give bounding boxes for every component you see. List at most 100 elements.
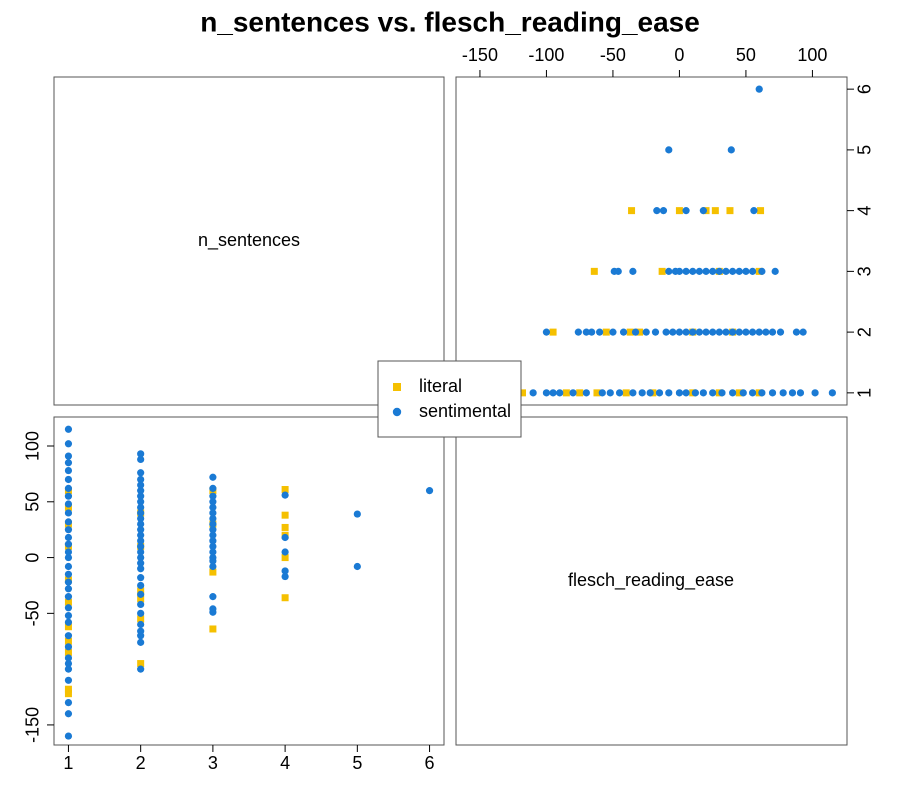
point <box>64 598 72 606</box>
panel <box>53 76 445 406</box>
point <box>699 389 707 397</box>
legend-label: literal <box>419 376 462 396</box>
point <box>64 533 73 542</box>
point <box>699 207 707 215</box>
point <box>582 328 590 336</box>
point <box>695 328 703 336</box>
point <box>137 553 145 562</box>
point <box>596 328 604 336</box>
y-tick-label: 50 <box>23 492 43 512</box>
point <box>614 267 622 275</box>
point <box>281 523 289 531</box>
y-tick-label: 2 <box>855 327 875 337</box>
x-tick-label: 6 <box>425 753 435 773</box>
point <box>628 207 636 215</box>
point <box>576 389 584 397</box>
point <box>64 618 73 626</box>
point <box>137 498 145 506</box>
y-tick-label: 1 <box>855 388 875 398</box>
point <box>64 553 73 562</box>
point <box>137 627 145 635</box>
point <box>64 604 73 612</box>
point <box>209 484 217 493</box>
point <box>137 620 145 629</box>
point <box>669 328 677 336</box>
point <box>64 632 73 640</box>
point <box>529 389 537 397</box>
point <box>64 637 72 645</box>
point <box>64 611 73 620</box>
point <box>209 503 217 511</box>
point <box>722 328 730 336</box>
point <box>64 732 73 740</box>
point <box>281 533 289 542</box>
point <box>137 455 145 463</box>
legend-box <box>377 360 522 438</box>
point <box>606 389 614 397</box>
x-tick-label: 0 <box>674 45 684 65</box>
point <box>729 328 737 336</box>
x-tick-label: 4 <box>280 753 290 773</box>
point <box>609 328 617 336</box>
point <box>137 531 145 539</box>
point <box>209 605 217 613</box>
x-tick-label: 5 <box>352 753 362 773</box>
point <box>715 267 723 275</box>
legend-swatch <box>393 383 401 391</box>
point <box>776 328 785 336</box>
x-tick-label: -50 <box>600 45 626 65</box>
point <box>562 389 570 397</box>
point <box>137 487 145 495</box>
point <box>779 389 787 397</box>
point <box>742 267 750 275</box>
point <box>542 389 551 397</box>
point <box>137 600 145 609</box>
x-tick-label: 1 <box>63 753 73 773</box>
point <box>574 328 582 336</box>
point <box>64 526 73 534</box>
point <box>209 473 217 481</box>
point <box>556 389 564 397</box>
legend-label: sentimental <box>419 401 511 421</box>
point <box>675 389 684 397</box>
point <box>64 690 72 698</box>
y-tick-label: -150 <box>23 707 43 743</box>
point <box>689 328 697 336</box>
point <box>588 328 596 336</box>
point <box>598 389 606 397</box>
x-tick-label: 3 <box>208 753 218 773</box>
point <box>64 509 73 517</box>
point <box>64 699 73 707</box>
point <box>64 710 73 718</box>
point <box>718 389 726 397</box>
point <box>209 568 217 576</box>
point <box>629 389 637 397</box>
legend: literal sentimental <box>377 360 522 438</box>
point <box>602 328 610 336</box>
point <box>742 328 750 336</box>
x-tick-label: 50 <box>736 45 756 65</box>
point <box>702 328 710 336</box>
point <box>748 267 757 275</box>
point <box>137 548 145 556</box>
point <box>137 492 145 500</box>
point <box>622 389 630 397</box>
point <box>729 267 737 275</box>
point <box>64 585 73 593</box>
point <box>64 593 73 601</box>
point <box>651 328 660 336</box>
point <box>665 267 673 275</box>
point <box>137 574 145 582</box>
point <box>64 475 73 484</box>
point <box>209 531 217 539</box>
point <box>799 328 807 336</box>
point <box>665 389 673 397</box>
point <box>64 570 73 578</box>
point <box>209 553 217 562</box>
x-tick-label: -150 <box>462 45 498 65</box>
point <box>281 491 289 499</box>
point <box>137 509 145 517</box>
point <box>209 537 217 545</box>
point <box>709 328 717 336</box>
